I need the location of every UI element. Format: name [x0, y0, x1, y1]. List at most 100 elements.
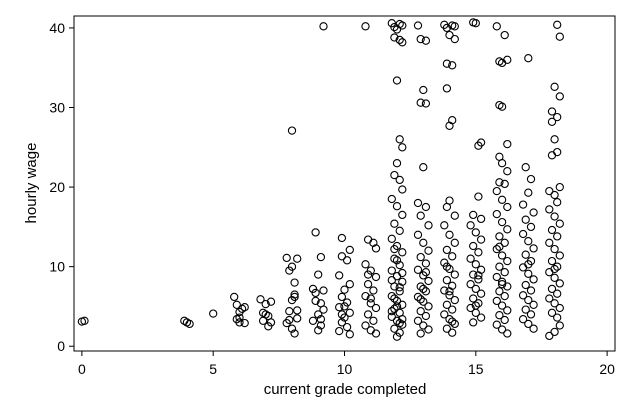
data-point: [495, 287, 504, 296]
data-point: [445, 30, 454, 40]
data-point: [492, 320, 501, 329]
data-point: [398, 268, 407, 278]
data-point: [421, 287, 431, 296]
data-point: [261, 310, 270, 319]
data-point: [319, 286, 328, 295]
data-point: [440, 221, 449, 230]
data-point: [495, 178, 504, 187]
data-point: [387, 312, 396, 321]
data-point: [232, 300, 241, 309]
data-point: [392, 256, 402, 265]
data-point: [290, 329, 299, 338]
data-point: [466, 221, 475, 230]
data-point: [497, 280, 507, 289]
data-point: [500, 268, 509, 277]
data-point: [424, 276, 433, 286]
data-point: [387, 266, 396, 275]
data-point: [421, 268, 431, 277]
data-point: [555, 303, 564, 313]
data-point: [529, 300, 538, 309]
data-point: [287, 324, 297, 333]
data-point: [345, 280, 354, 289]
data-point: [471, 284, 480, 294]
data-point: [500, 238, 509, 247]
data-point: [342, 256, 352, 265]
data-point: [529, 244, 538, 253]
data-point: [448, 61, 457, 70]
data-point: [371, 329, 381, 338]
data-point: [366, 294, 375, 303]
y-tick-label: 40: [49, 20, 65, 36]
data-point: [371, 244, 381, 253]
data-point: [500, 30, 509, 40]
data-point: [392, 202, 402, 211]
data-point: [448, 328, 457, 337]
data-point: [390, 294, 399, 303]
data-point: [264, 322, 273, 331]
y-tick-label: 0: [57, 338, 65, 354]
data-point: [555, 92, 564, 101]
data-point: [492, 22, 501, 31]
data-point: [366, 299, 375, 308]
data-point: [553, 313, 562, 322]
data-point: [547, 284, 557, 294]
data-point: [526, 222, 536, 232]
data-point: [495, 242, 504, 251]
data-point: [497, 159, 507, 168]
data-point: [395, 283, 404, 292]
data-point: [416, 329, 425, 338]
data-point: [337, 252, 347, 261]
data-point: [445, 121, 454, 130]
data-point: [442, 245, 452, 255]
data-point: [469, 294, 478, 303]
data-point: [335, 271, 344, 280]
data-point: [476, 289, 486, 298]
data-point: [555, 219, 564, 228]
data-point: [311, 288, 320, 298]
data-point: [314, 270, 323, 279]
data-point: [497, 325, 507, 334]
data-point: [450, 270, 459, 279]
data-point: [390, 304, 399, 313]
data-point: [395, 35, 404, 45]
data-point: [545, 205, 554, 214]
data-point: [553, 198, 562, 207]
data-point: [524, 295, 533, 305]
data-point: [387, 194, 396, 204]
data-point: [442, 59, 452, 68]
data-point: [474, 141, 483, 150]
data-point: [521, 280, 530, 290]
data-point: [555, 321, 564, 330]
data-point: [550, 212, 559, 221]
data-point: [469, 210, 478, 220]
data-point: [395, 135, 404, 144]
data-point: [256, 295, 265, 304]
data-point: [497, 277, 507, 286]
data-point: [319, 22, 328, 31]
data-point: [413, 230, 423, 239]
data-point: [524, 188, 533, 197]
data-point: [500, 179, 509, 189]
data-point: [340, 302, 349, 311]
data-point: [474, 192, 483, 201]
data-point: [421, 202, 431, 212]
data-point: [547, 308, 557, 317]
data-point: [337, 292, 347, 302]
data-point: [448, 252, 457, 261]
data-point: [261, 299, 270, 309]
data-point: [209, 309, 218, 318]
data-point: [395, 260, 404, 270]
data-point: [363, 310, 373, 319]
data-point: [450, 22, 459, 31]
y-tick-label: 20: [49, 179, 65, 195]
data-point: [518, 229, 528, 239]
data-point: [492, 186, 501, 196]
data-point: [421, 99, 431, 108]
data-point: [316, 315, 326, 324]
data-point: [503, 139, 512, 149]
data-point: [240, 318, 249, 328]
data-point: [390, 170, 399, 180]
data-point: [390, 33, 399, 42]
data-point: [398, 210, 407, 220]
